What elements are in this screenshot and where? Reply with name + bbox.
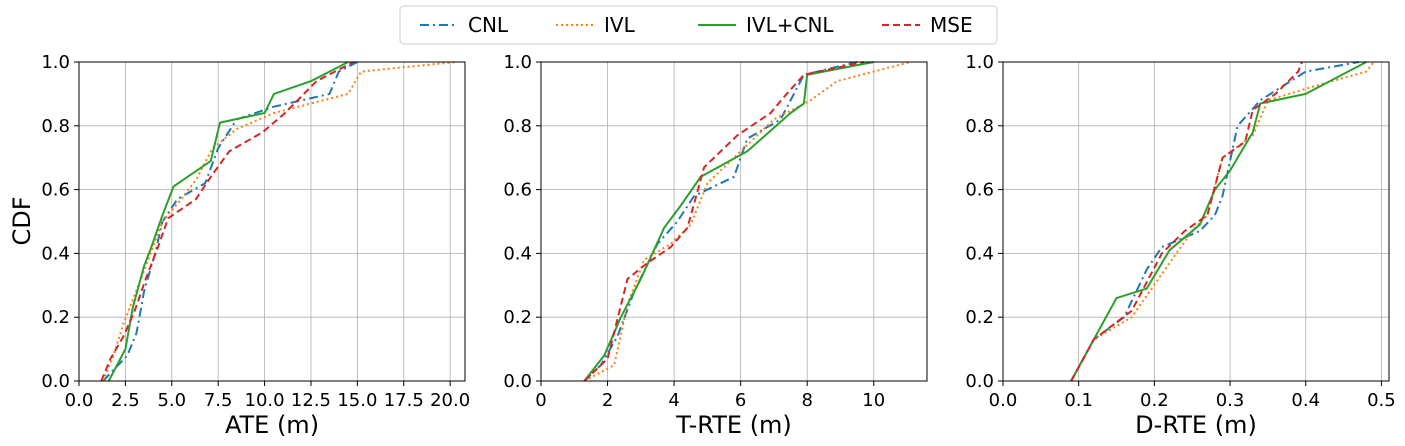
x-tick-label: 20.0 bbox=[430, 390, 470, 411]
x-axis-label: ATE (m) bbox=[225, 411, 319, 439]
x-tick-label: 0.1 bbox=[1064, 390, 1093, 411]
legend-label: IVL bbox=[604, 13, 636, 37]
x-tick-label: 5.0 bbox=[157, 390, 186, 411]
panel-d-rte: 0.0 0.1 0.2 0.3 0.4 0.5 0.0 0.2 0.4 0.6 0.8 1.0 D-RT… bbox=[965, 52, 1395, 439]
y-tick-label: 0.6 bbox=[41, 180, 70, 201]
y-tick-label: 0.0 bbox=[41, 371, 70, 392]
x-tick-label: 0.2 bbox=[1140, 390, 1169, 411]
x-tick-label: 4 bbox=[668, 390, 679, 411]
y-tick-label: 0.2 bbox=[503, 307, 532, 328]
y-tick-label: 0.2 bbox=[41, 307, 70, 328]
series-line-cnl bbox=[102, 61, 358, 382]
series-line-ivl bbox=[583, 61, 911, 382]
legend-label: MSE bbox=[930, 13, 973, 37]
series-line-mse bbox=[100, 61, 355, 382]
x-tick-label: 6 bbox=[735, 390, 746, 411]
y-tick-label: 0.6 bbox=[503, 180, 532, 201]
plot-frame bbox=[78, 61, 466, 382]
series-line-ivl-plus-cnl bbox=[583, 61, 874, 382]
y-tick-label: 0.2 bbox=[965, 307, 994, 328]
y-tick-label: 1.0 bbox=[503, 52, 532, 73]
series-line-mse bbox=[583, 61, 865, 382]
panel-t-rte: 0 2 4 6 8 10 0.0 0.2 0.4 0.6 0.8 1.0 T-RTE (m) bbox=[503, 52, 928, 439]
legend-label: IVL+CNL bbox=[746, 13, 834, 37]
x-tick-label: 2.5 bbox=[111, 390, 140, 411]
y-tick-label: 0.8 bbox=[503, 116, 532, 137]
panel-ate: 0.0 2.5 5.0 7.5 10.0 12.5 15.0 17.5 20.0 0.0 0.2 0.… bbox=[41, 52, 470, 439]
x-tick-label: 10 bbox=[862, 390, 885, 411]
x-tick-label: 8 bbox=[801, 390, 812, 411]
x-tick-label: 15.0 bbox=[337, 390, 377, 411]
x-tick-label: 0.0 bbox=[65, 390, 94, 411]
x-tick-label: 0 bbox=[535, 390, 546, 411]
series-line-ivl bbox=[1070, 61, 1375, 382]
x-tick-label: 0.4 bbox=[1291, 390, 1320, 411]
x-axis-label: D-RTE (m) bbox=[1135, 411, 1257, 439]
x-tick-label: 2 bbox=[602, 390, 613, 411]
x-axis-label: T-RTE (m) bbox=[675, 411, 792, 439]
y-tick-label: 1.0 bbox=[41, 52, 70, 73]
y-tick-label: 0.0 bbox=[965, 371, 994, 392]
x-tick-label: 0.5 bbox=[1367, 390, 1396, 411]
y-tick-label: 0.4 bbox=[503, 243, 532, 264]
x-tick-label: 12.5 bbox=[291, 390, 331, 411]
x-tick-label: 0.0 bbox=[989, 390, 1018, 411]
y-tick-label: 0.4 bbox=[965, 243, 994, 264]
plot-frame bbox=[540, 61, 928, 382]
y-tick-label: 0.8 bbox=[41, 116, 70, 137]
x-tick-label: 10.0 bbox=[245, 390, 285, 411]
series-line-cnl bbox=[583, 61, 858, 382]
y-tick-label: 0.6 bbox=[965, 180, 994, 201]
legend: CNL IVL IVL+CNL MSE bbox=[399, 5, 998, 45]
x-tick-label: 0.3 bbox=[1216, 390, 1245, 411]
legend-label: CNL bbox=[468, 13, 509, 37]
y-tick-label: 0.8 bbox=[965, 116, 994, 137]
y-tick-label: 0.4 bbox=[41, 243, 70, 264]
series-line-ivl-plus-cnl bbox=[1070, 61, 1367, 382]
y-tick-label: 1.0 bbox=[965, 52, 994, 73]
series-line-cnl bbox=[1070, 61, 1359, 382]
series-line-ivl bbox=[102, 61, 456, 382]
series-line-ivl-plus-cnl bbox=[107, 61, 349, 382]
x-tick-label: 17.5 bbox=[384, 390, 424, 411]
y-axis-label: CDF bbox=[8, 196, 36, 245]
x-tick-label: 7.5 bbox=[204, 390, 233, 411]
plot-frame bbox=[1002, 61, 1390, 382]
y-tick-label: 0.0 bbox=[503, 371, 532, 392]
